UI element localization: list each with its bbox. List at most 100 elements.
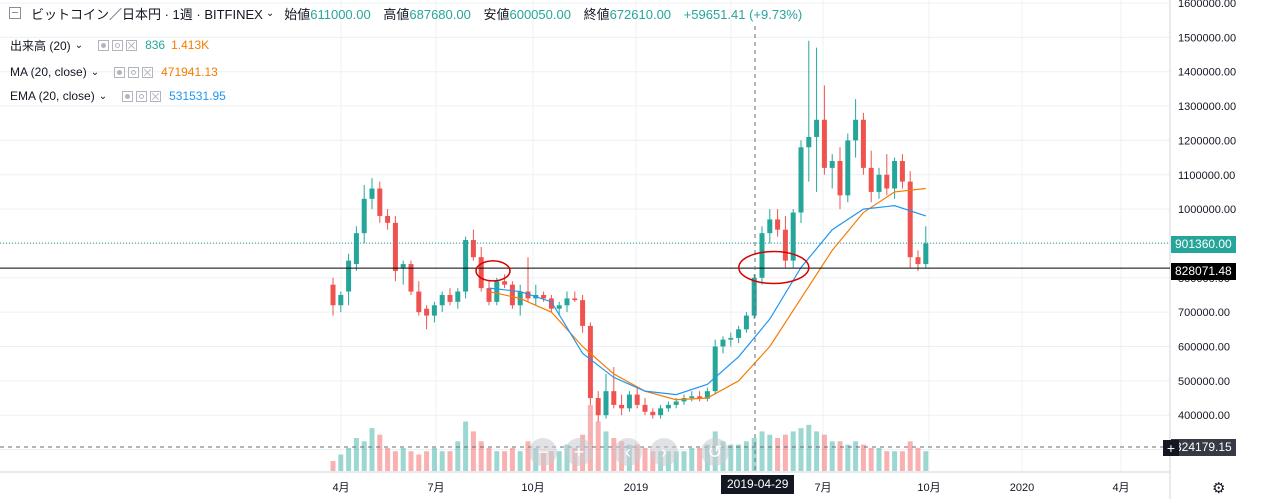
add-alert-plus-icon[interactable]: + [1163,440,1179,456]
candle-body [829,161,835,168]
volume-bar [392,451,398,471]
scroll-left-button[interactable]: ‹ [614,438,642,466]
candle-body [369,188,375,199]
symbol-name[interactable]: ビットコイン／日本円 · 1週 · BITFINEX [31,6,263,22]
x-tick-label: 2020 [1010,482,1034,494]
candle-body [502,281,508,285]
chevron-down-icon[interactable]: ⌄ [265,7,275,19]
candle-body [712,346,718,392]
volume-bar [860,444,866,471]
volume-bar [502,451,508,471]
volume-bar [587,405,593,471]
close-icon[interactable] [142,67,154,79]
eye-icon[interactable] [122,91,134,103]
candle-body [603,391,609,416]
scroll-right-button[interactable]: › [650,438,678,466]
y-tick-label: 1000000.00 [1178,204,1236,216]
gear-icon[interactable] [128,67,140,79]
x-tick-label: 7月 [427,482,444,494]
volume-bar [736,444,742,471]
volume-bar [837,441,843,471]
volume-bar [346,447,352,471]
candle-body [915,257,921,265]
volume-bar [385,447,391,471]
candle-body [704,391,710,399]
candle-body [408,264,414,292]
indicator-ma[interactable]: MA (20, close) ⌄ 471941.13 [0,61,218,83]
candle-body [860,119,866,168]
candle-body [767,219,773,234]
zoom-in-button[interactable]: + [565,438,593,466]
y-tick-label: 1600000.00 [1178,0,1236,10]
volume-bar [829,441,835,471]
y-tick-label: 1500000.00 [1178,32,1236,44]
volume-bar [455,441,461,471]
candle-body [790,212,796,261]
indicator-ema[interactable]: EMA (20, close) ⌄ 531531.95 [0,85,226,107]
candle-body [447,294,453,302]
volume-bar [814,431,820,471]
candle-body [907,181,913,258]
volume-bar [408,451,414,471]
chevron-down-icon[interactable]: ⌄ [74,39,84,51]
candle-body [416,291,422,313]
volume-bar [400,447,406,471]
gear-icon[interactable] [136,91,148,103]
ohlc-values: 始値611000.00 高値687680.00 安値600050.00 終値67… [284,6,803,22]
y-tick-label: 600000.00 [1178,342,1230,354]
zoom-out-button[interactable]: − [529,438,557,466]
volume-bar [673,451,679,471]
candle-body [736,329,742,338]
volume-bar [798,428,804,471]
volume-bar [416,454,422,471]
volume-bar [681,451,687,471]
close-icon[interactable] [126,40,138,52]
y-tick-label: 1300000.00 [1178,101,1236,113]
volume-bar [845,444,851,471]
candle-body [634,394,640,405]
candle-body [338,294,344,306]
reset-chart-button[interactable]: ↺ [701,438,729,466]
volume-bar [884,451,890,471]
y-tick-label: 700000.00 [1178,307,1230,319]
volume-bar [923,451,929,471]
x-tick-label: 4月 [332,482,349,494]
volume-bar [759,431,765,471]
eye-icon[interactable] [98,40,110,52]
candle-body [642,404,648,412]
volume-bar [892,451,898,471]
candle-body [923,243,929,265]
candle-body [486,288,492,302]
gear-icon[interactable] [112,40,124,52]
volume-bar [470,431,476,471]
chevron-down-icon[interactable]: ⌄ [90,66,100,78]
candle-body [431,305,437,316]
candle-body [361,198,367,234]
horizontal-line-price-tag[interactable]: 828071.48 [1171,263,1236,280]
collapse-legend-button[interactable] [9,7,21,19]
chevron-down-icon[interactable]: ⌄ [98,90,108,102]
volume-bar [431,447,437,471]
volume-bar [338,454,344,471]
indicator-value: 531531.95 [169,89,226,103]
candle-body [424,308,430,316]
gear-icon[interactable]: ⚙ [1212,480,1226,497]
volume-bar [876,447,882,471]
highlight-ellipse [475,260,511,282]
volume-bar [556,451,562,471]
volume-bar [751,438,757,471]
volume-bar [853,441,859,471]
candle-body [611,391,617,405]
candle-body [392,222,398,271]
y-tick-label: 500000.00 [1178,376,1230,388]
candle-body [837,161,843,196]
eye-icon[interactable] [114,67,126,79]
close-icon[interactable] [150,91,162,103]
volume-bar [775,438,781,471]
volume-bar [330,461,336,471]
candle-body [525,291,531,299]
candle-body [548,298,554,309]
volume-bar [424,451,430,471]
indicator-volume[interactable]: 出来高 (20) ⌄ 836 1.413K [0,34,209,56]
